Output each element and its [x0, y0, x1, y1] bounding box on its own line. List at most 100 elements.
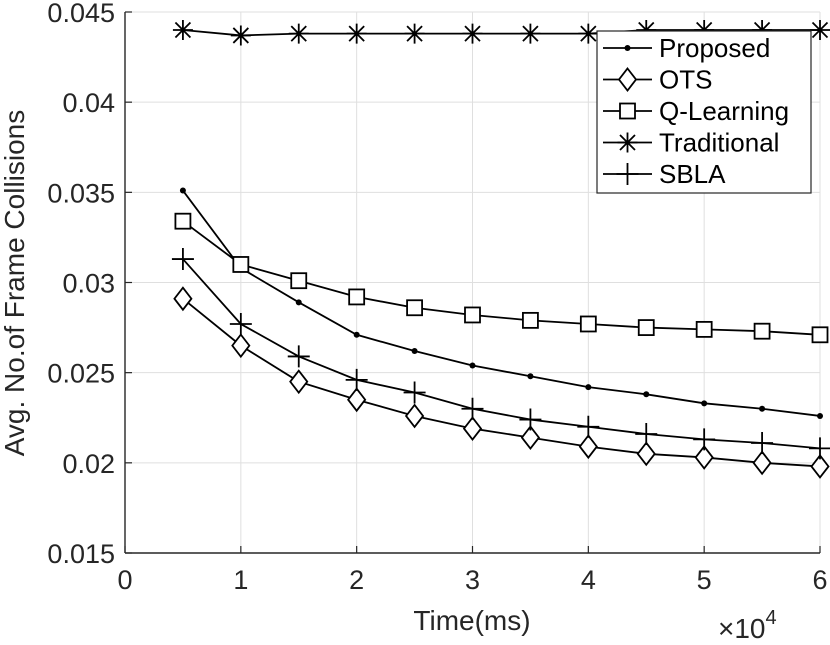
x-tick-label: 5: [697, 565, 712, 595]
data-point: [229, 312, 252, 335]
data-point: [753, 322, 771, 340]
data-point: [643, 391, 650, 398]
data-point: [295, 299, 302, 306]
x-multiplier-base: ×10: [718, 613, 766, 644]
y-tick-label: 0.045: [47, 0, 115, 28]
data-point: [288, 23, 309, 44]
data-point: [695, 320, 713, 338]
legend-item: Traditional: [603, 128, 779, 158]
data-point: [751, 431, 774, 454]
x-tick-label: 2: [349, 565, 364, 595]
x-tick-label: 3: [465, 565, 480, 595]
data-point: [171, 248, 194, 271]
legend-item: SBLA: [603, 159, 726, 189]
legend-marker: [616, 163, 639, 185]
series-line: [182, 220, 821, 336]
data-point: [406, 299, 423, 317]
legend-item: Q-Learning: [603, 96, 789, 126]
data-point: [635, 422, 658, 445]
data-point: [231, 333, 251, 359]
series-line: [182, 258, 821, 450]
data-point: [817, 412, 823, 419]
data-point: [403, 381, 426, 404]
series-sbla: [171, 248, 830, 460]
data-point: [404, 403, 425, 429]
data-point: [759, 405, 766, 412]
data-point: [411, 348, 418, 355]
legend-marker: [624, 45, 631, 51]
x-tick-label: 0: [117, 565, 132, 595]
data-point: [809, 437, 830, 460]
series-proposed: [179, 187, 823, 419]
data-point: [347, 387, 367, 413]
data-point: [353, 331, 360, 338]
data-point: [345, 368, 368, 391]
data-point: [174, 212, 192, 230]
x-tick-label: 1: [233, 565, 248, 595]
x-tick-label: 6: [812, 565, 827, 595]
data-point: [290, 272, 308, 290]
data-point: [461, 397, 484, 420]
data-point: [173, 286, 193, 312]
data-point: [348, 288, 366, 306]
data-point: [585, 384, 592, 391]
legend-item: Proposed: [603, 33, 770, 63]
data-point: [701, 400, 708, 407]
legend-label: Traditional: [659, 128, 779, 158]
data-point: [752, 450, 772, 476]
data-point: [232, 256, 250, 273]
data-point: [811, 326, 829, 344]
series-ots: [173, 286, 830, 479]
data-point: [520, 425, 541, 451]
data-point: [636, 20, 657, 41]
legend-marker: [617, 67, 638, 92]
data-point: [810, 20, 830, 41]
data-point: [289, 369, 309, 395]
x-tick-label: 4: [581, 565, 596, 595]
data-point: [469, 362, 476, 369]
series-group: [171, 20, 830, 479]
y-tick-label: 0.03: [62, 269, 115, 299]
data-point: [693, 428, 716, 451]
data-point: [520, 23, 541, 44]
data-point: [404, 23, 425, 44]
legend-marker: [619, 102, 636, 120]
series-q-learning: [174, 212, 829, 344]
data-point: [810, 453, 830, 479]
tick-labels: 0 1 2 3 4 5 6 0.015 0.02 0.025 0.03 0.035 0.04 0.045: [47, 0, 827, 595]
data-point: [694, 20, 715, 41]
y-tick-label: 0.025: [47, 359, 115, 389]
data-point: [522, 311, 539, 329]
data-point: [578, 434, 598, 460]
data-point: [462, 416, 483, 442]
data-point: [752, 20, 773, 41]
legend-item: OTS: [603, 65, 712, 95]
legend-label: Q-Learning: [659, 96, 789, 126]
x-multiplier: ×104: [718, 607, 777, 644]
data-point: [694, 444, 714, 470]
legend-label: SBLA: [659, 159, 726, 189]
data-point: [346, 23, 367, 44]
y-tick-label: 0.04: [62, 88, 115, 118]
data-point: [464, 306, 481, 324]
y-tick-label: 0.035: [47, 178, 115, 208]
data-point: [579, 315, 597, 333]
data-point: [519, 408, 542, 431]
axes: [124, 11, 821, 554]
data-point: [230, 25, 251, 46]
x-multiplier-exponent: 4: [766, 607, 777, 629]
data-point: [577, 415, 600, 438]
legend-label: OTS: [659, 65, 712, 95]
x-axis-label: Time(ms): [413, 605, 530, 636]
series-line: [182, 189, 821, 417]
data-point: [179, 187, 186, 194]
y-tick-label: 0.015: [47, 539, 115, 569]
data-point: [578, 23, 599, 44]
legend-marker: [617, 132, 638, 153]
legend-label: Proposed: [659, 33, 770, 63]
data-point: [637, 319, 655, 336]
y-axis-label: Avg. No.of Frame Collisions: [0, 110, 30, 457]
